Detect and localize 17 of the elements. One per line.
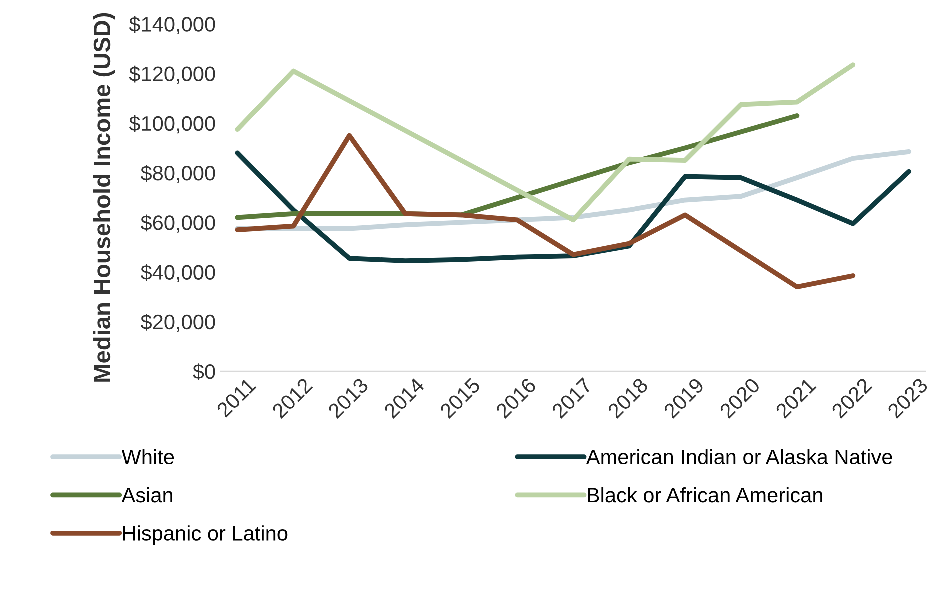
legend-label: Black or African American xyxy=(588,487,822,503)
legend-label: Asian xyxy=(122,487,172,503)
y-tick-label: $0 xyxy=(193,364,216,380)
line-series xyxy=(235,150,912,264)
y-tick-label: $60,000 xyxy=(140,214,216,233)
line-series xyxy=(235,62,856,223)
y-tick-label: $140,000 xyxy=(129,16,216,34)
y-tick-label: $20,000 xyxy=(140,314,216,332)
y-axis-title: Median Household Income (USD) xyxy=(93,13,116,382)
y-tick-label: $100,000 xyxy=(129,116,216,134)
line-series xyxy=(235,133,856,290)
legend-label: American Indian or Alaska Native xyxy=(586,449,892,465)
y-tick-label: $80,000 xyxy=(140,165,216,184)
legend-label: White xyxy=(122,449,174,465)
legend-label: Hispanic or Latino xyxy=(123,526,288,546)
y-tick-label: $40,000 xyxy=(140,264,216,282)
y-tick-label: $120,000 xyxy=(129,66,216,84)
